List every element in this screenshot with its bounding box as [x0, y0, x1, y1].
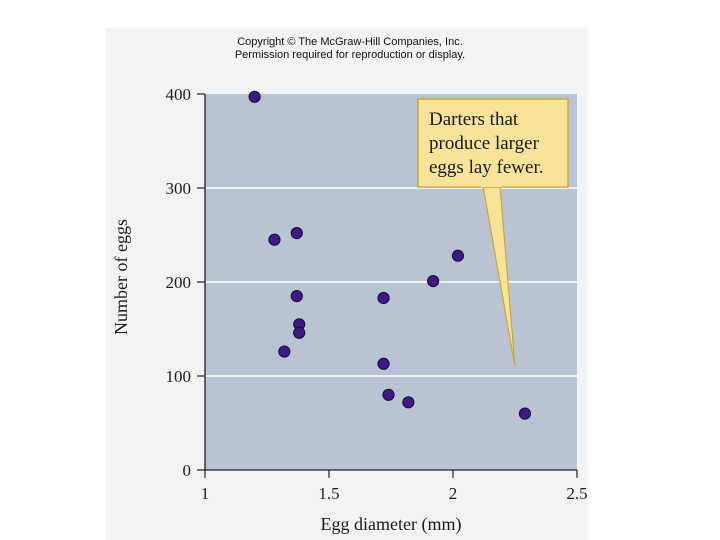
callout-text-line: produce larger: [429, 133, 540, 154]
data-point: [290, 227, 303, 240]
x-tick-label: 1.5: [318, 484, 339, 503]
copyright-line-1: Copyright © The McGraw-Hill Companies, I…: [237, 36, 463, 48]
data-point: [377, 357, 390, 370]
data-points: [248, 90, 532, 420]
x-tick-label: 2: [449, 484, 458, 503]
copyright-line-2: Permission required for reproduction or …: [234, 49, 466, 61]
y-tick-label: 300: [166, 179, 192, 198]
data-point: [518, 407, 532, 420]
y-tick-label: 200: [166, 273, 192, 292]
data-point: [427, 274, 440, 288]
data-point: [402, 396, 415, 409]
callout-text-line: eggs lay fewer.: [429, 157, 543, 178]
x-tick-label: 1: [201, 484, 210, 503]
data-point: [290, 290, 303, 303]
x-axis-label: Egg diameter (mm): [321, 514, 462, 535]
x-tick-label: 2.5: [566, 484, 587, 503]
axis-labels: Egg diameter (mm) Number of eggs: [111, 219, 461, 535]
data-point: [293, 326, 306, 339]
data-point: [451, 249, 465, 262]
tick-marks: 0 100 200 300 400 1 1.5 2 2.5: [166, 85, 588, 503]
y-tick-label: 400: [166, 85, 192, 104]
data-point: [268, 233, 281, 246]
data-point: [248, 90, 261, 103]
callout-text-line: Darters that: [429, 109, 519, 130]
y-tick-label: 100: [166, 367, 192, 386]
callout-box: [417, 98, 569, 188]
copyright-notice: Copyright © The McGraw-Hill Companies, I…: [200, 36, 500, 62]
gridlines: [205, 187, 577, 377]
data-point: [278, 345, 291, 358]
data-point: [382, 388, 395, 401]
y-tick-label: 0: [183, 461, 192, 480]
y-axis-label: Number of eggs: [111, 219, 131, 335]
data-point: [377, 291, 390, 305]
callout-joint: [481, 184, 502, 187]
annotation-callout: Darters that produce larger eggs lay fewer…: [417, 98, 569, 367]
